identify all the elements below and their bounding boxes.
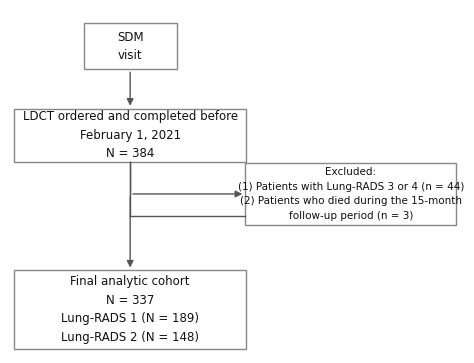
FancyBboxPatch shape	[245, 163, 456, 225]
Text: Final analytic cohort
N = 337
Lung-RADS 1 (N = 189)
Lung-RADS 2 (N = 148): Final analytic cohort N = 337 Lung-RADS …	[61, 275, 199, 344]
FancyBboxPatch shape	[14, 270, 246, 349]
FancyBboxPatch shape	[84, 23, 177, 69]
FancyBboxPatch shape	[14, 109, 246, 162]
Text: LDCT ordered and completed before
February 1, 2021
N = 384: LDCT ordered and completed before Februa…	[23, 110, 238, 160]
Text: SDM
visit: SDM visit	[117, 30, 144, 62]
Text: Excluded:
(1) Patients with Lung-RADS 3 or 4 (n = 44)
(2) Patients who died duri: Excluded: (1) Patients with Lung-RADS 3 …	[237, 167, 464, 221]
